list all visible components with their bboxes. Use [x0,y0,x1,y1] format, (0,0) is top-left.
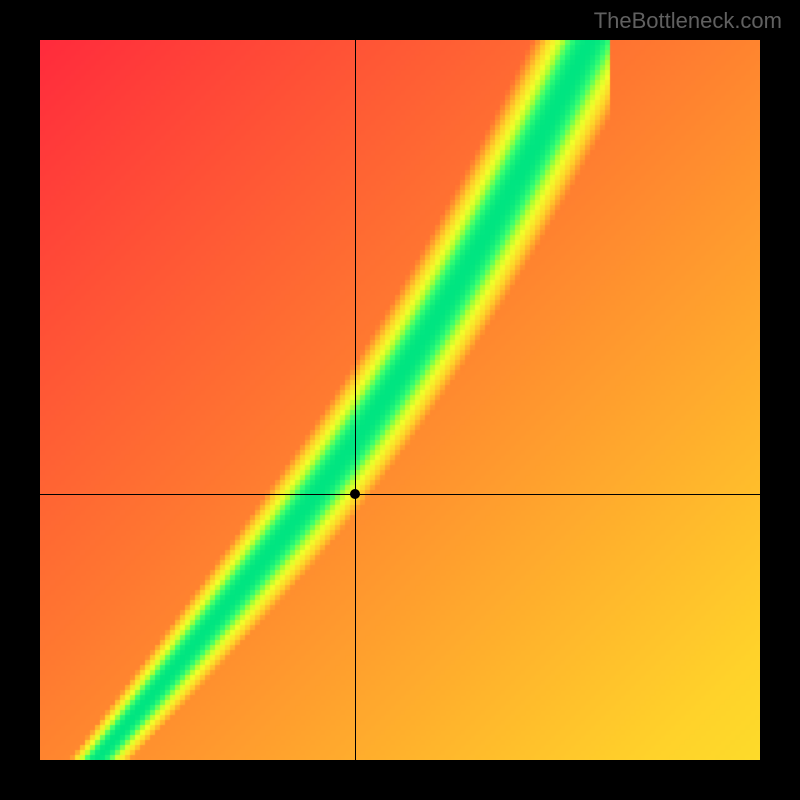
crosshair-vertical [355,40,356,760]
heatmap-canvas [40,40,760,760]
selected-point-dot [350,489,360,499]
bottleneck-heatmap [40,40,760,760]
watermark-text: TheBottleneck.com [594,8,782,34]
crosshair-horizontal [40,494,760,495]
